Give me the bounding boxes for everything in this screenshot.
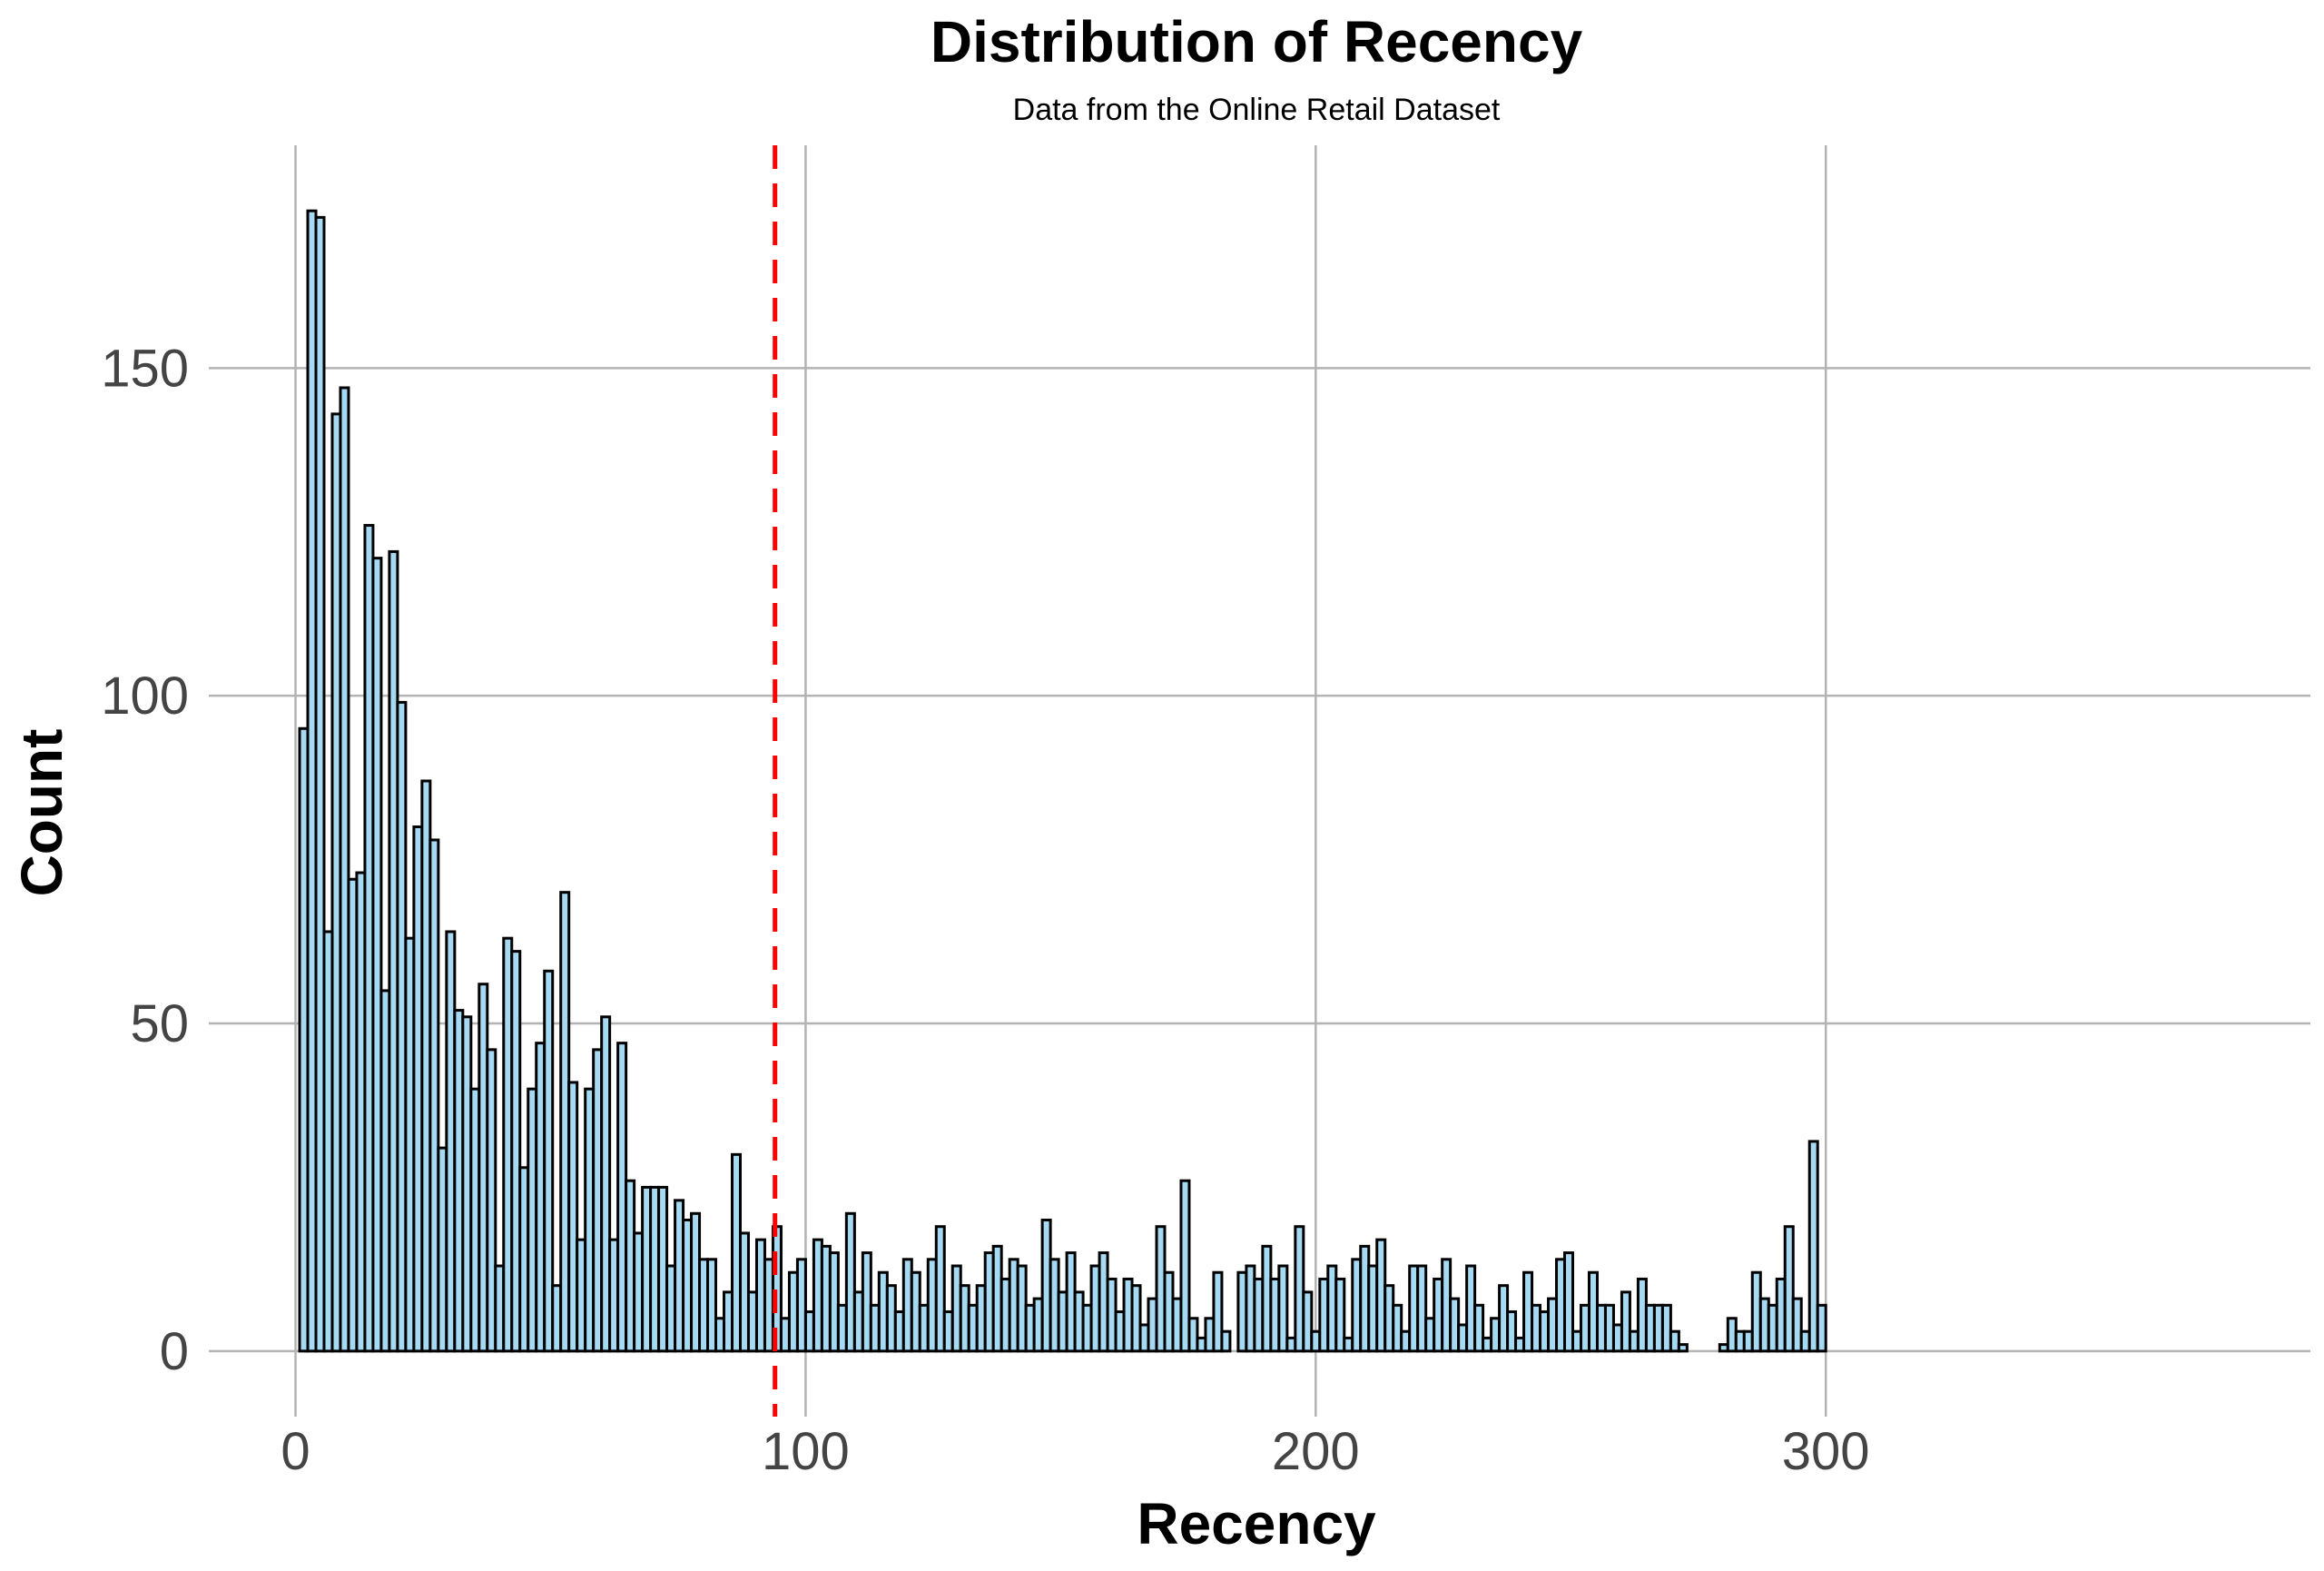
histogram-bar (567, 1081, 579, 1353)
x-tick-label: 100 (762, 1422, 850, 1481)
histogram-bar (428, 838, 440, 1353)
histogram-bar (795, 1258, 807, 1353)
x-tick-label: 0 (281, 1422, 310, 1481)
histogram-bar (1807, 1140, 1819, 1353)
histogram-bar (1791, 1297, 1803, 1353)
y-axis-ticks: 0 50 100 150 (101, 339, 189, 1380)
histogram-bar (1563, 1251, 1575, 1353)
histogram-bar (1669, 1329, 1680, 1353)
y-axis-title: Count (9, 729, 74, 897)
histogram-bar (486, 1048, 497, 1353)
x-tick-label: 300 (1782, 1422, 1870, 1481)
histogram-bar (934, 1225, 946, 1353)
x-axis-title: Recency (1137, 1491, 1376, 1556)
histogram-bar (600, 1015, 612, 1353)
histogram-bar (1179, 1179, 1191, 1353)
histogram-bar (1473, 1303, 1485, 1353)
histogram-bar (339, 386, 350, 1353)
histogram-bar (1302, 1290, 1314, 1353)
histogram-bar (861, 1251, 872, 1353)
x-tick-label: 200 (1272, 1422, 1360, 1481)
histogram-bar (844, 1211, 856, 1353)
histogram-bar (510, 950, 522, 1353)
y-tick-label: 0 (160, 1322, 189, 1381)
histogram-bar (828, 1251, 840, 1353)
x-axis-ticks: 0 100 200 300 (281, 1422, 1869, 1481)
histogram-bar (371, 557, 383, 1353)
histogram-bar (1220, 1329, 1232, 1353)
histogram-bar (1677, 1343, 1689, 1353)
histogram-bar (314, 215, 326, 1353)
y-tick-label: 50 (130, 994, 189, 1053)
histogram-bars (298, 209, 1827, 1353)
histogram-bar (1187, 1317, 1199, 1353)
histogram-bar (1392, 1303, 1403, 1353)
y-tick-label: 150 (101, 339, 189, 398)
chart-subtitle: Data from the Online Retail Dataset (1013, 93, 1501, 127)
histogram-bar (1416, 1264, 1428, 1353)
histogram-bar (1660, 1303, 1672, 1353)
histogram-bar (1212, 1270, 1224, 1353)
histogram-bar (1816, 1303, 1827, 1353)
histogram-bar (1277, 1264, 1289, 1353)
chart-title: Distribution of Recency (931, 9, 1583, 74)
histogram-bar (1783, 1225, 1795, 1353)
histogram-bar (1506, 1310, 1518, 1353)
histogram-bar (1334, 1277, 1346, 1353)
histogram-bar (1130, 1284, 1142, 1353)
histogram-bar (543, 969, 555, 1353)
histogram-bar (1620, 1290, 1631, 1353)
histogram-bar (1294, 1225, 1305, 1353)
histogram-bar (706, 1258, 718, 1353)
y-tick-label: 100 (101, 667, 189, 726)
